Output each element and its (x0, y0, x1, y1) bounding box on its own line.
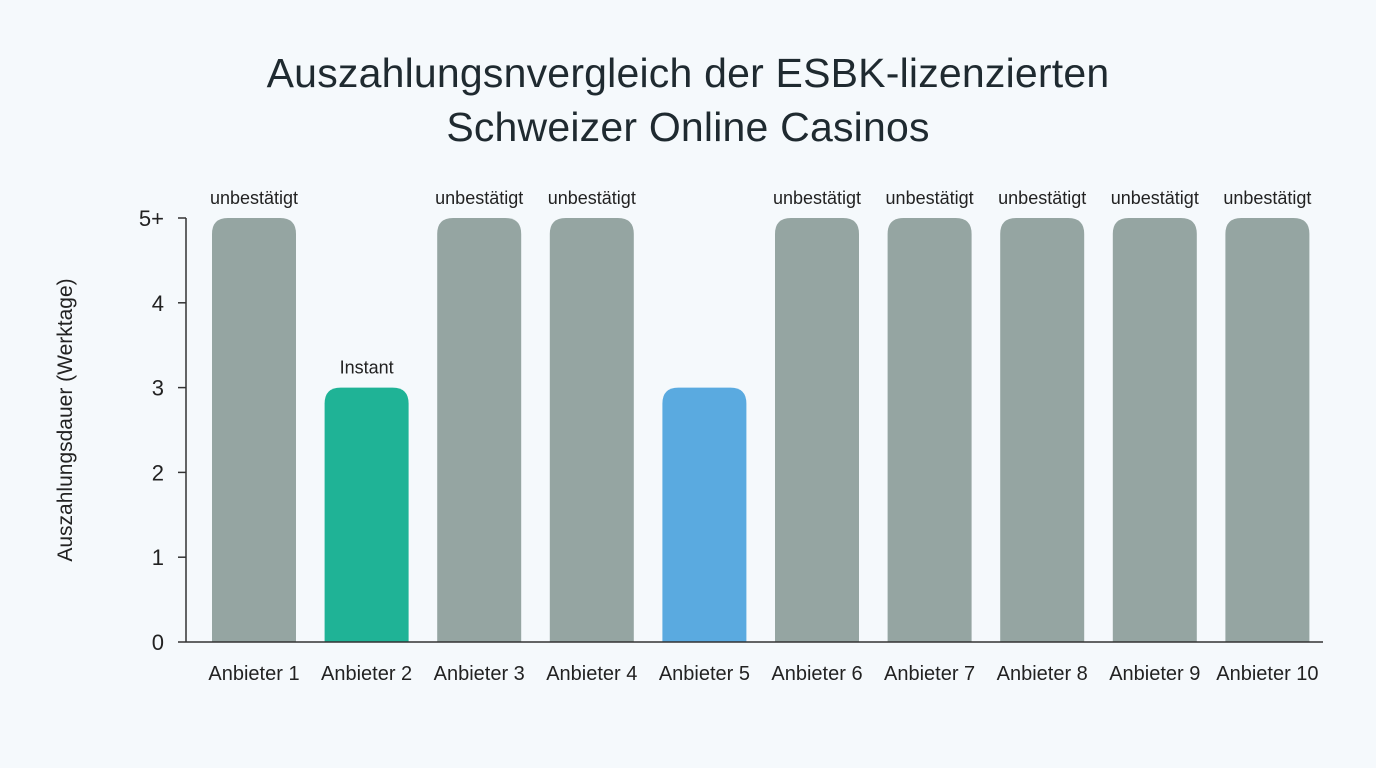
x-tick-label-2: Anbieter 2 (321, 663, 412, 685)
x-tick-label-8: Anbieter 8 (997, 663, 1088, 685)
data-label-1: unbestätigt (210, 188, 298, 208)
bar-1 (212, 218, 296, 642)
x-tick-label-1: Anbieter 1 (208, 663, 299, 685)
chart-title-line-2: Schweizer Online Casinos (446, 104, 930, 150)
y-axis-title: Auszahlungsdauer (Werktage) (54, 278, 77, 561)
bar-6 (775, 218, 859, 642)
y-tick-label-3: 3 (152, 376, 164, 401)
y-tick-label-0: 0 (152, 630, 164, 655)
data-label-4: unbestätigt (548, 188, 636, 208)
y-tick-label-4: 4 (152, 291, 164, 316)
y-tick-label-5: 5+ (139, 206, 164, 231)
data-label-10: unbestätigt (1223, 188, 1311, 208)
data-label-2: Instant (340, 358, 394, 378)
chart-title-line-1: Auszahlungsnvergleich der ESBK-lizenzier… (266, 50, 1110, 96)
y-tick-label-2: 2 (152, 460, 164, 485)
data-label-9: unbestätigt (1111, 188, 1199, 208)
bar-4 (549, 218, 634, 642)
data-label-8: unbestätigt (998, 188, 1086, 208)
x-tick-label-5: Anbieter 5 (659, 663, 750, 685)
bar-8 (1000, 218, 1085, 642)
x-tick-label-6: Anbieter 6 (771, 663, 862, 685)
bar-2 (324, 387, 409, 642)
x-tick-label-9: Anbieter 9 (1109, 663, 1200, 685)
data-label-7: unbestätigt (886, 188, 974, 208)
bar-3 (437, 218, 522, 642)
data-label-6: unbestätigt (773, 188, 861, 208)
x-tick-label-10: Anbieter 10 (1216, 663, 1318, 685)
x-tick-label-3: Anbieter 3 (434, 663, 525, 685)
x-tick-label-7: Anbieter 7 (884, 663, 975, 685)
y-tick-label-1: 1 (152, 545, 164, 570)
bar-5 (662, 387, 747, 642)
bar-7 (887, 218, 972, 642)
data-label-3: unbestätigt (435, 188, 523, 208)
bar-9 (1112, 218, 1197, 642)
x-tick-label-4: Anbieter 4 (546, 663, 637, 685)
chart-title: Auszahlungsnvergleich der ESBK-lizenzier… (0, 46, 1376, 154)
bar-10 (1225, 218, 1310, 642)
